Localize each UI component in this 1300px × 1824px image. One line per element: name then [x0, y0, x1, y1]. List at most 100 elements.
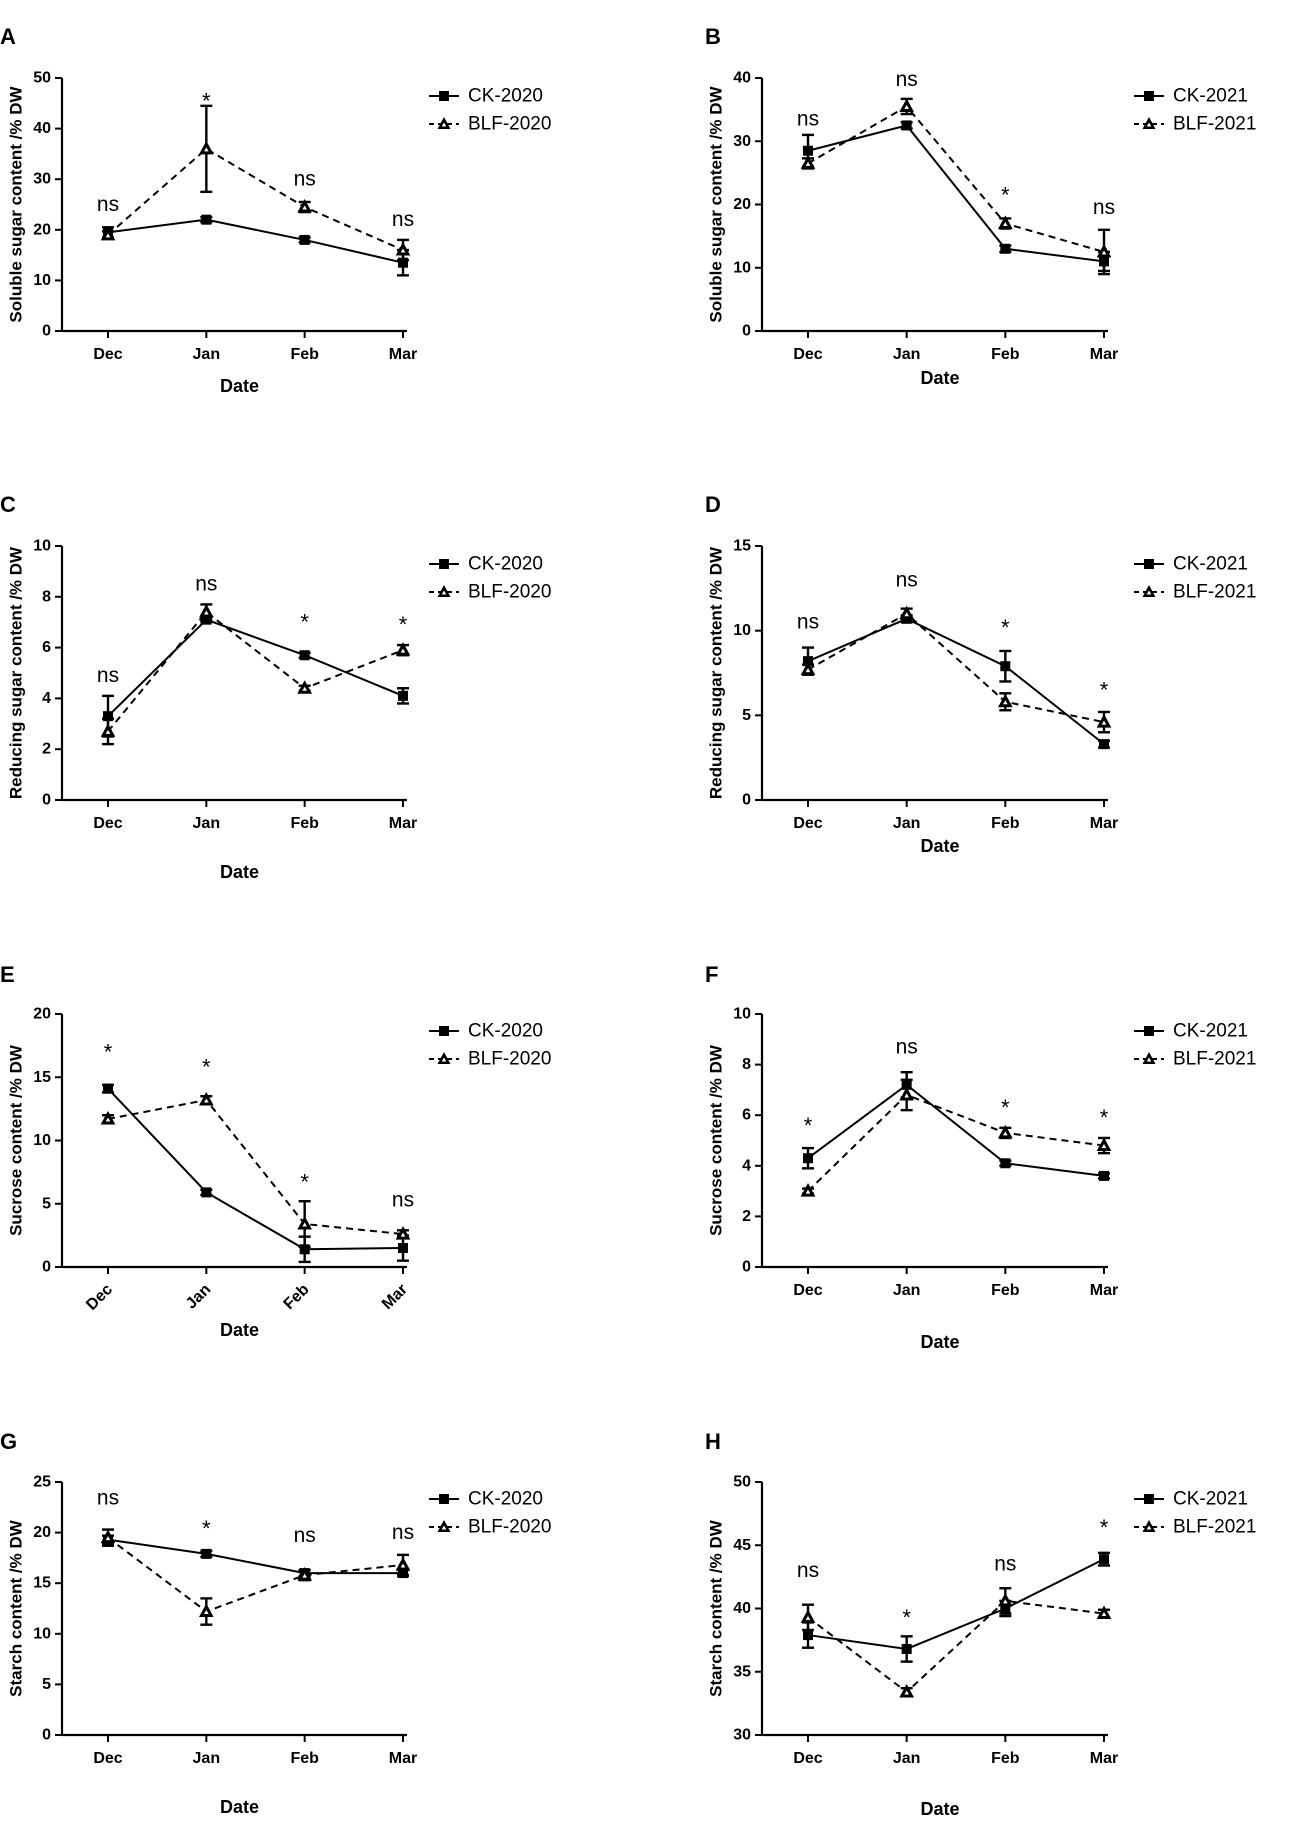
- data-point-triangle-inner: [805, 1615, 811, 1620]
- data-point-triangle-inner: [302, 205, 307, 210]
- data-point-triangle-inner: [105, 729, 111, 734]
- legend: CK-2021 BLF-2021: [1134, 1489, 1256, 1538]
- y-tick-label: 0: [742, 1259, 751, 1276]
- series-line: [107, 1538, 403, 1575]
- x-tick-label: Dec: [793, 1282, 822, 1299]
- series-CK-2021: [802, 613, 1110, 750]
- legend-label: CK-2021: [1173, 554, 1248, 575]
- x-tick-label: Feb: [281, 1281, 313, 1313]
- data-point-triangle-inner: [1101, 1612, 1107, 1617]
- data-point-triangle-inner: [1003, 221, 1008, 226]
- series-line: [807, 1599, 1105, 1694]
- x-tick-label: Feb: [991, 1750, 1020, 1767]
- x-tick-label: Feb: [991, 346, 1020, 363]
- x-tick-label: Mar: [1090, 1282, 1118, 1299]
- series-line: [107, 618, 404, 717]
- series-line: [807, 617, 1105, 745]
- y-tick-label: 4: [742, 1157, 751, 1174]
- x-tick-label: Mar: [389, 1750, 417, 1767]
- legend-label: BLF-2021: [1173, 582, 1256, 603]
- data-point-square: [803, 1630, 813, 1641]
- y-tick-label: 40: [733, 1600, 751, 1617]
- y-axis-title: Soluble sugar content /% DW: [707, 85, 726, 322]
- x-tick-label: Jan: [893, 1282, 921, 1299]
- data-point-square: [201, 214, 212, 225]
- y-tick-label: 40: [33, 120, 51, 137]
- x-axis-title: Date: [920, 836, 959, 856]
- legend-marker-square: [1144, 1494, 1154, 1504]
- x-tick-label: Jan: [893, 346, 921, 363]
- data-point-square: [1000, 661, 1011, 672]
- data-point-triangle-inner: [105, 233, 111, 238]
- data-point-triangle-inner: [204, 1610, 209, 1615]
- significance-ns: ns: [994, 1553, 1016, 1576]
- significance-star: *: [202, 1516, 211, 1541]
- y-tick-label: 40: [733, 70, 751, 87]
- series-line: [807, 1558, 1105, 1651]
- data-point-square: [398, 257, 408, 268]
- legend: CK-2020 BLF-2020: [429, 1489, 551, 1538]
- legend-marker-square: [1144, 1026, 1154, 1036]
- data-point-triangle-inner: [302, 1573, 307, 1578]
- significance-ns: ns: [392, 1521, 414, 1544]
- panel-G: G 0 5 10 15 20 25 Dec Jan Feb Mar Date Starch conten…: [0, 1429, 551, 1817]
- legend-label: BLF-2020: [468, 114, 551, 135]
- y-tick-label: 8: [742, 1056, 751, 1073]
- y-tick-label: 0: [742, 323, 751, 340]
- data-point-square: [1099, 1170, 1109, 1181]
- y-axis-title: Soluble sugar content /% DW: [7, 85, 26, 322]
- x-tick-label: Feb: [290, 346, 319, 363]
- x-axis-title: Date: [220, 862, 259, 882]
- significance-star: *: [202, 88, 211, 113]
- series-BLF-2020: [100, 104, 411, 262]
- legend-marker-triangle-inner: [441, 1057, 447, 1062]
- data-point-triangle-inner: [1003, 700, 1008, 705]
- data-point-triangle-inner: [204, 147, 209, 152]
- significance-ns: ns: [97, 193, 119, 216]
- significance-star: *: [1001, 183, 1010, 208]
- data-point-triangle-inner: [204, 1098, 209, 1103]
- y-tick-label: 30: [733, 1727, 751, 1744]
- legend-label: BLF-2020: [468, 1517, 551, 1538]
- series-BLF-2020: [100, 1091, 411, 1248]
- panel-letter: A: [0, 24, 16, 49]
- series-line: [807, 1083, 1105, 1177]
- data-point-triangle-inner: [805, 161, 811, 166]
- x-axis-title: Date: [920, 368, 959, 388]
- data-point-square: [803, 1153, 813, 1164]
- data-point-triangle-inner: [1101, 720, 1107, 725]
- y-tick-label: 0: [42, 323, 51, 340]
- x-axis-title: Date: [220, 1320, 259, 1340]
- legend: CK-2020 BLF-2020: [429, 86, 551, 135]
- data-point-square: [398, 690, 408, 701]
- x-tick-label: Jan: [193, 815, 221, 832]
- series-line: [807, 105, 1105, 253]
- x-axis-title: Date: [920, 1799, 959, 1819]
- significance-ns: ns: [294, 168, 316, 191]
- series-BLF-2021: [800, 605, 1112, 734]
- series-BLF-2021: [800, 97, 1112, 276]
- y-tick-label: 10: [33, 272, 51, 289]
- x-axis-title: Date: [920, 1332, 959, 1352]
- y-tick-label: 15: [33, 1575, 51, 1592]
- legend: CK-2021 BLF-2021: [1134, 86, 1256, 135]
- legend-label: BLF-2020: [468, 582, 551, 603]
- data-point-triangle-inner: [302, 686, 307, 691]
- panel-B: B 0 10 20 30 40 Dec Jan Feb Mar Date Soluble sugar …: [705, 24, 1256, 388]
- legend-marker-square: [1144, 559, 1154, 569]
- x-tick-label: Jan: [193, 346, 221, 363]
- panel-letter: H: [705, 1429, 721, 1454]
- x-tick-label: Feb: [991, 1282, 1020, 1299]
- legend-label: CK-2020: [468, 1021, 543, 1042]
- significance-star: *: [1001, 1095, 1010, 1120]
- y-tick-label: 50: [733, 1474, 751, 1491]
- data-point-triangle-inner: [1003, 1131, 1008, 1136]
- data-point-square: [299, 650, 310, 661]
- series-BLF-2021: [800, 1078, 1112, 1197]
- y-axis-title: Starch content /% DW: [707, 1519, 726, 1697]
- significance-ns: ns: [392, 1188, 414, 1211]
- legend-marker-triangle-inner: [1146, 1525, 1152, 1530]
- legend-label: BLF-2021: [1173, 1049, 1256, 1070]
- series-line: [107, 147, 404, 251]
